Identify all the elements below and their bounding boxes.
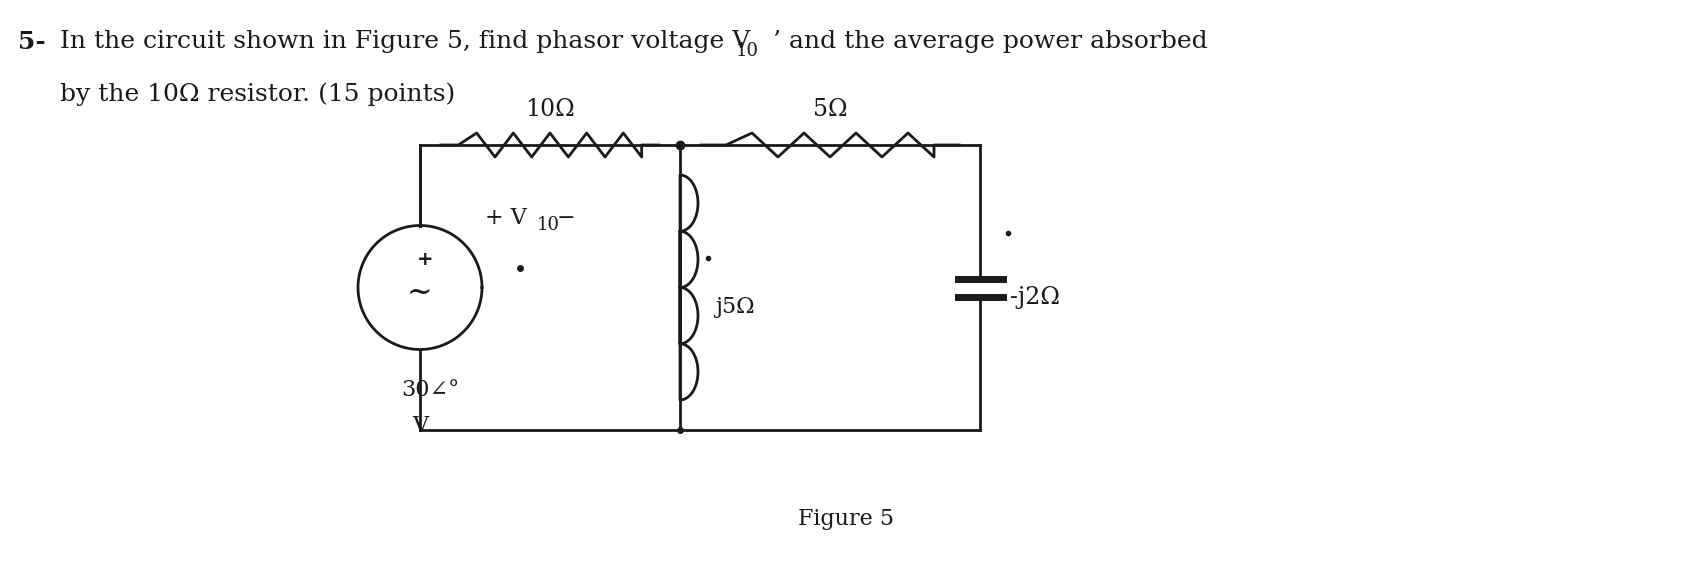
Text: −: − xyxy=(557,206,575,229)
Text: 5-: 5- xyxy=(19,30,46,54)
Text: j5Ω: j5Ω xyxy=(716,296,755,319)
Text: 10: 10 xyxy=(536,217,560,234)
Text: by the 10Ω resistor. (15 points): by the 10Ω resistor. (15 points) xyxy=(59,82,455,105)
Text: Figure 5: Figure 5 xyxy=(799,508,893,530)
Text: In the circuit shown in Figure 5, find phasor voltage V: In the circuit shown in Figure 5, find p… xyxy=(59,30,750,53)
Text: V: V xyxy=(411,414,428,437)
Text: ~: ~ xyxy=(408,278,433,309)
Text: ’ and the average power absorbed: ’ and the average power absorbed xyxy=(773,30,1208,53)
Text: 30∠°: 30∠° xyxy=(401,380,459,401)
Text: +: + xyxy=(416,250,433,269)
Text: 10: 10 xyxy=(736,42,760,60)
Text: + V: + V xyxy=(486,206,526,229)
Text: -j2Ω: -j2Ω xyxy=(1010,286,1059,309)
Text: 10Ω: 10Ω xyxy=(525,99,575,121)
Text: 5Ω: 5Ω xyxy=(812,99,848,121)
